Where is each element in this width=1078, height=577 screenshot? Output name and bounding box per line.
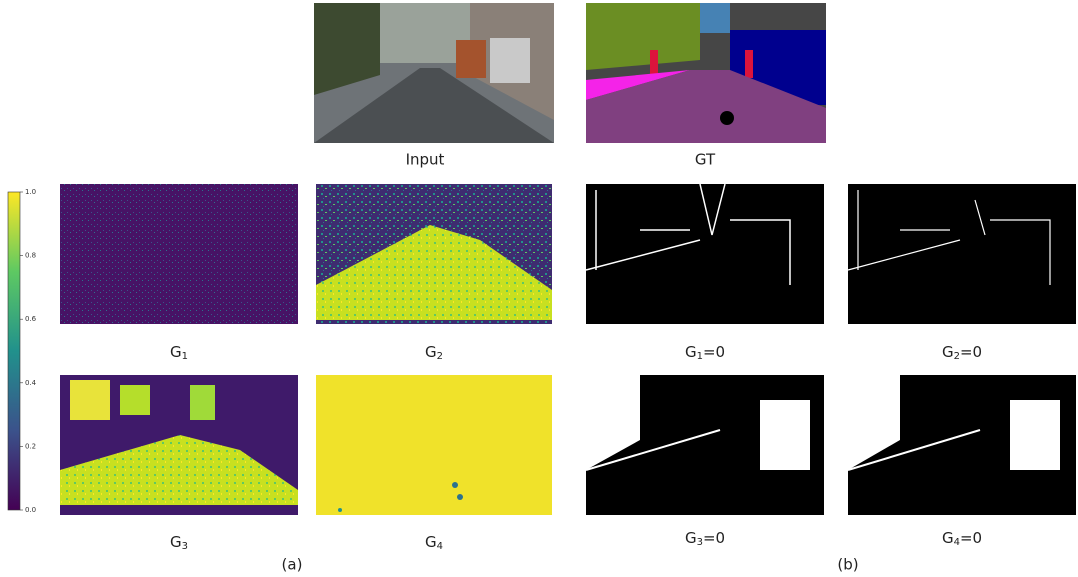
- label-suffix: =0: [703, 343, 725, 361]
- colorbar-tick-label: 0.0: [25, 506, 36, 514]
- ablation-label: G2=0: [942, 343, 982, 363]
- g3-map: [60, 375, 298, 515]
- g4-map: [316, 375, 552, 515]
- colorbar-tick-label: 0.6: [25, 315, 37, 323]
- label-suffix: =0: [960, 343, 982, 361]
- g2-ablation: [847, 184, 1076, 324]
- gt-image: [586, 3, 826, 143]
- g1-ablation: [585, 183, 824, 324]
- colorbar-tick-label: 0.4: [25, 379, 37, 387]
- label-sub: 2: [437, 351, 443, 362]
- label-base: G: [425, 343, 437, 361]
- gate-label: G2: [425, 343, 443, 363]
- g3-ablation: [585, 375, 824, 515]
- label-base: G: [685, 343, 697, 361]
- ablation-label: G3=0: [685, 529, 725, 549]
- label-sub: 4: [954, 537, 960, 548]
- colorbar-tick-label: 1.0: [25, 188, 36, 196]
- label-sub: 1: [182, 351, 188, 362]
- label-sub: 1: [697, 351, 703, 362]
- ablation-label: G1=0: [685, 343, 725, 363]
- input-image: [314, 3, 554, 143]
- gate-label: G4: [425, 533, 443, 553]
- label-base: G: [425, 533, 437, 551]
- label-sub: 2: [954, 351, 960, 362]
- label-base: G: [942, 529, 954, 547]
- label-base: G: [942, 343, 954, 361]
- gate-label: G1: [170, 343, 188, 363]
- g1-map: [60, 184, 298, 324]
- label-base: G: [685, 529, 697, 547]
- label-suffix: =0: [960, 529, 982, 547]
- label-base: G: [170, 533, 182, 551]
- caption: (a): [282, 556, 303, 574]
- g2-map: [316, 184, 552, 324]
- colorbar-tick-label: 0.8: [25, 252, 36, 260]
- ablation-label: G4=0: [942, 529, 982, 549]
- input-label: Input: [406, 151, 445, 169]
- label-base: G: [170, 343, 182, 361]
- caption: (b): [837, 556, 858, 574]
- gate-label: G3: [170, 533, 188, 553]
- colorbar: [7, 191, 21, 511]
- label-sub: 4: [437, 541, 443, 552]
- gt-label: GT: [695, 151, 716, 169]
- g4-ablation: [847, 375, 1076, 515]
- label-sub: 3: [697, 537, 703, 548]
- label-sub: 3: [182, 541, 188, 552]
- colorbar-tick-label: 0.2: [25, 442, 36, 450]
- label-suffix: =0: [703, 529, 725, 547]
